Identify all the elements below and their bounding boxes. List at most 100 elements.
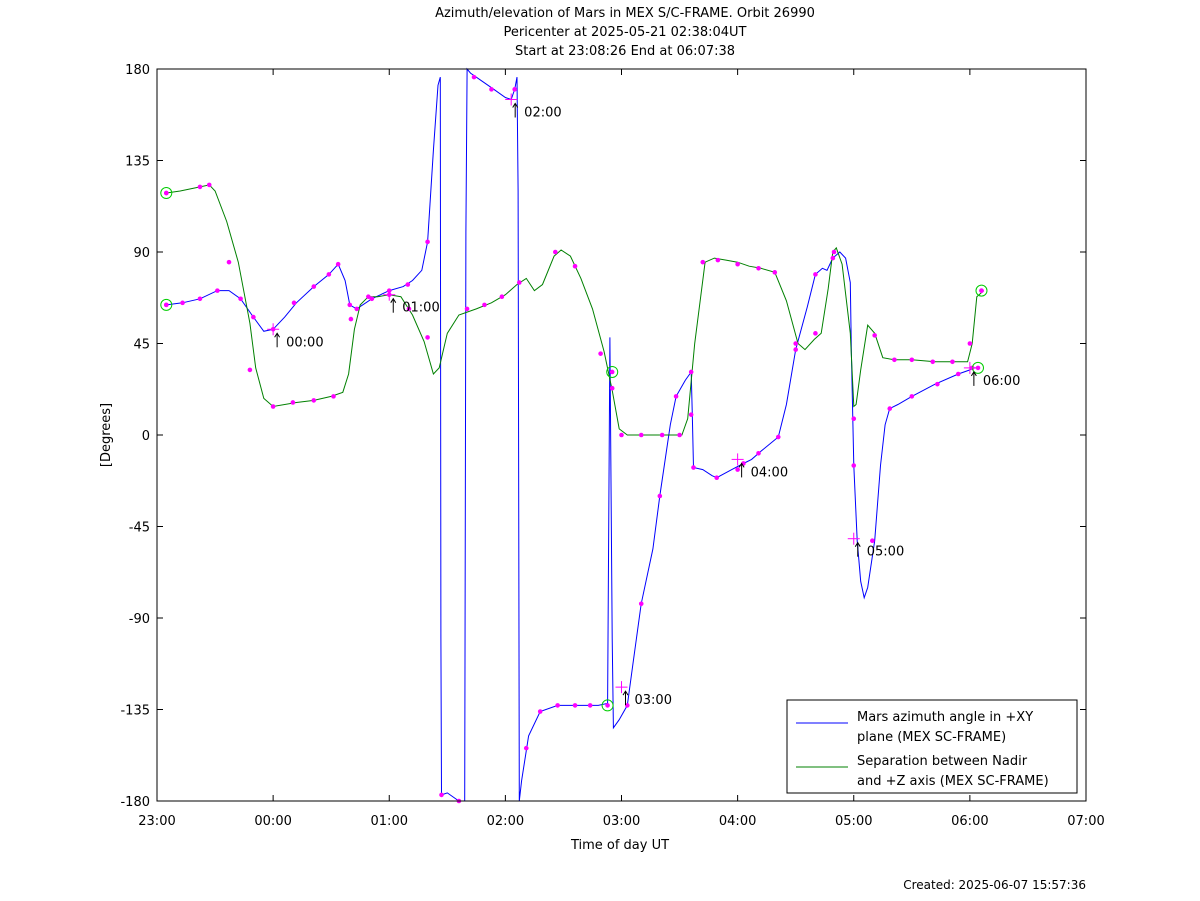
legend-label-1-0: Separation between Nadir [857,754,1028,769]
series-1-end-dot-0 [163,190,169,196]
series-1-marker-25 [677,432,682,438]
series-line-1 [166,184,985,436]
series-0-marker-17 [439,792,444,798]
series-0-hour-label-3: 04:00 [751,465,788,480]
series-1-marker-16 [499,294,505,300]
axes: 23:00 00:00 01:00 02:00 03:00 04:00 05:00 06:00… [120,63,1104,829]
x-tick-label-3: 02:00 [487,814,524,829]
series-0-marker-36 [756,451,761,456]
series-0-hour-label-5: 06:00 [983,374,1020,389]
series-1-marker-28 [715,257,721,263]
series-0-marker-7 [291,300,297,306]
series-0-end-dot-0 [163,302,169,308]
series-0-marker-19 [471,74,477,80]
y-tick-label-5: -45 [129,521,150,536]
series-0-marker-5 [251,314,256,320]
legend-label-0-0: Mars azimuth angle in +XY [857,710,1033,725]
series-1-marker-12 [406,306,412,312]
title-line-3: Start at 23:08:26 End at 06:07:38 [515,44,735,59]
chart-title: Azimuth/elevation of Mars in MEX S/C-FRA… [435,6,815,59]
series-0-marker-34 [735,467,740,472]
y-tick-label-1: 135 [125,155,150,170]
series-0-marker-41 [851,463,857,468]
series-1-marker-41 [967,341,973,346]
series-0-end-dot-2 [975,365,981,371]
series-0-marker-31 [688,369,694,375]
y-tick-label-2: 90 [133,246,150,261]
series-0-marker-11 [347,302,353,308]
y-axis-label: [Degrees] [99,403,114,467]
series-0-marker-21 [512,87,517,92]
series-0-marker-20 [489,87,494,92]
series-1-marker-38 [909,357,915,363]
series-0-hour-arrowhead-4 [854,541,861,547]
series-0-marker-30 [673,394,679,399]
series-1-marker-32 [793,341,798,346]
series-0-hour-arrowhead-2 [622,690,629,696]
series-1-end-circle-0 [160,187,173,200]
series-1-marker-36 [872,333,877,338]
series-0-marker-3 [215,288,220,293]
series-0-marker-9 [326,272,332,277]
series-1-hour-arrowhead-0 [390,297,397,303]
series-0-marker-22 [523,745,529,751]
series-1-marker-31 [772,270,778,275]
series-1-marker-26 [688,412,694,417]
series-0-end-circle-1 [601,699,614,712]
y-tick-label-8: -180 [120,795,150,810]
series-0-marker-13 [369,296,375,302]
series-0-marker-12 [354,306,360,312]
series-1-marker-4 [247,367,253,373]
y-tick-label-6: -90 [129,612,150,627]
series-0-marker-42 [870,538,875,544]
series-1-end-dot-2 [979,288,984,293]
series-line-0 [166,67,980,802]
series-1-end-dot-1 [609,369,615,375]
series-1-marker-29 [735,261,740,267]
series-1-marker-3 [226,259,232,265]
series-0-marker-25 [572,703,578,708]
plot-area: 00:00 02:00 03:00 04:00 05:00 06:00 01:00 [160,67,1020,804]
x-tick-label-6: 05:00 [835,814,872,829]
series-0-hour-arrowhead-3 [738,462,745,468]
series-0-marker-2 [197,296,203,302]
series-1-marker-27 [700,259,706,265]
y-tick-label-0: 180 [125,63,150,78]
series-1-end-circle-1 [606,365,619,378]
series-1-marker-21 [609,385,615,391]
series-1-marker-37 [892,357,897,363]
series-0-marker-38 [793,347,798,352]
series-1-marker-1 [197,184,203,190]
series-0-hour-arrowhead-0 [274,332,281,338]
series-1-marker-18 [553,249,558,255]
x-tick-label-1: 00:00 [254,814,291,829]
series-1-marker-34 [831,249,837,255]
series-1-hour-label-0: 01:00 [402,301,439,316]
x-axis-label: Time of day UT [570,838,669,853]
x-tick-label-2: 01:00 [371,814,408,829]
series-0-marker-32 [691,465,696,470]
series-0-marker-16 [425,239,430,245]
series-1-marker-40 [950,359,955,365]
series-0-marker-15 [405,282,411,287]
series-0-marker-39 [813,272,818,277]
series-0-marker-1 [180,300,185,306]
series-1-marker-30 [756,265,761,271]
series-1-marker-14 [464,306,470,312]
y-tick-label-3: 45 [133,338,150,353]
series-0-hour-label-1: 02:00 [524,106,561,121]
series-1-marker-22 [619,432,624,438]
title-line-2: Pericenter at 2025-05-21 02:38:04UT [503,25,746,40]
series-0-marker-29 [657,493,663,499]
series-1-marker-10 [366,294,371,300]
series-1-marker-39 [930,359,936,365]
created-timestamp: Created: 2025-06-07 15:57:36 [903,878,1086,892]
series-1-marker-13 [425,335,430,340]
series-0-hour-arrowhead-1 [512,102,519,108]
series-1-marker-24 [659,432,665,438]
series-0-marker-33 [714,475,720,481]
x-tick-label-0: 23:00 [138,814,175,829]
series-1-marker-8 [331,394,336,399]
series-1-marker-17 [517,280,522,285]
